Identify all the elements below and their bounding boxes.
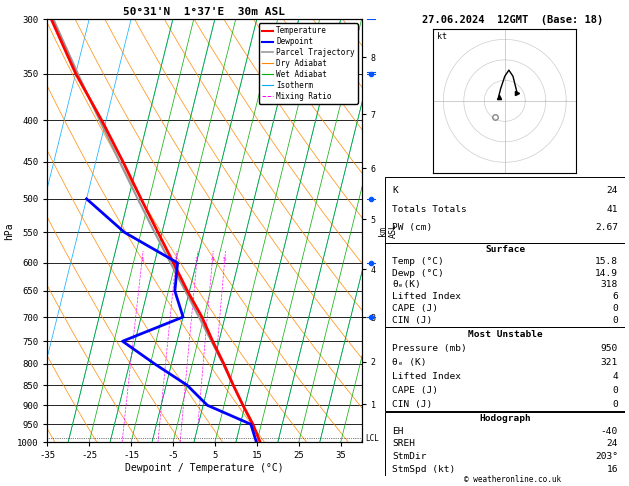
Text: StmSpd (kt): StmSpd (kt): [392, 465, 455, 474]
Text: 41: 41: [606, 205, 618, 213]
Text: 15.8: 15.8: [595, 257, 618, 265]
Bar: [385, 243, 625, 327]
Y-axis label: hPa: hPa: [4, 222, 14, 240]
Text: 0: 0: [612, 386, 618, 395]
Bar: [385, 177, 625, 243]
Text: CIN (J): CIN (J): [392, 316, 432, 325]
Text: θₑ(K): θₑ(K): [392, 280, 421, 290]
Text: -40: -40: [601, 427, 618, 435]
X-axis label: Dewpoint / Temperature (°C): Dewpoint / Temperature (°C): [125, 463, 284, 473]
Text: StmDir: StmDir: [392, 452, 426, 461]
Text: PW (cm): PW (cm): [392, 223, 432, 232]
Text: kt: kt: [437, 33, 447, 41]
Text: 2: 2: [174, 258, 177, 262]
Title: 50°31'N  1°37'E  30m ASL: 50°31'N 1°37'E 30m ASL: [123, 7, 286, 17]
Text: 24: 24: [606, 186, 618, 195]
Text: EH: EH: [392, 427, 404, 435]
Text: 950: 950: [601, 344, 618, 353]
Text: θₑ (K): θₑ (K): [392, 358, 426, 367]
Text: © weatheronline.co.uk: © weatheronline.co.uk: [464, 474, 561, 484]
Text: 0: 0: [612, 399, 618, 409]
Text: Totals Totals: Totals Totals: [392, 205, 467, 213]
Text: 4: 4: [612, 372, 618, 381]
Bar: [385, 412, 625, 476]
Text: 27.06.2024  12GMT  (Base: 18): 27.06.2024 12GMT (Base: 18): [422, 15, 603, 25]
Text: 321: 321: [601, 358, 618, 367]
Text: 0: 0: [612, 316, 618, 325]
Text: Dewp (°C): Dewp (°C): [392, 269, 444, 278]
Text: 6: 6: [612, 293, 618, 301]
Text: CAPE (J): CAPE (J): [392, 304, 438, 313]
Text: Temp (°C): Temp (°C): [392, 257, 444, 265]
Text: 1: 1: [140, 258, 143, 262]
Text: 14.9: 14.9: [595, 269, 618, 278]
Text: 318: 318: [601, 280, 618, 290]
Text: 2.67: 2.67: [595, 223, 618, 232]
Text: 5: 5: [223, 258, 226, 262]
Text: Lifted Index: Lifted Index: [392, 372, 461, 381]
Text: 24: 24: [606, 439, 618, 449]
Text: Surface: Surface: [485, 244, 525, 254]
Text: 3: 3: [195, 258, 199, 262]
Text: Pressure (mb): Pressure (mb): [392, 344, 467, 353]
Text: SREH: SREH: [392, 439, 415, 449]
Bar: [385, 328, 625, 411]
Text: 16: 16: [606, 465, 618, 474]
Y-axis label: km
ASL: km ASL: [379, 224, 398, 238]
Text: K: K: [392, 186, 398, 195]
Text: 203°: 203°: [595, 452, 618, 461]
Text: Lifted Index: Lifted Index: [392, 293, 461, 301]
Text: 0: 0: [612, 304, 618, 313]
Text: 4: 4: [210, 258, 214, 262]
Text: LCL: LCL: [365, 434, 379, 443]
Legend: Temperature, Dewpoint, Parcel Trajectory, Dry Adiabat, Wet Adiabat, Isotherm, Mi: Temperature, Dewpoint, Parcel Trajectory…: [259, 23, 358, 104]
Text: CIN (J): CIN (J): [392, 399, 432, 409]
Text: Hodograph: Hodograph: [479, 414, 531, 423]
Text: CAPE (J): CAPE (J): [392, 386, 438, 395]
Text: Most Unstable: Most Unstable: [468, 330, 542, 339]
